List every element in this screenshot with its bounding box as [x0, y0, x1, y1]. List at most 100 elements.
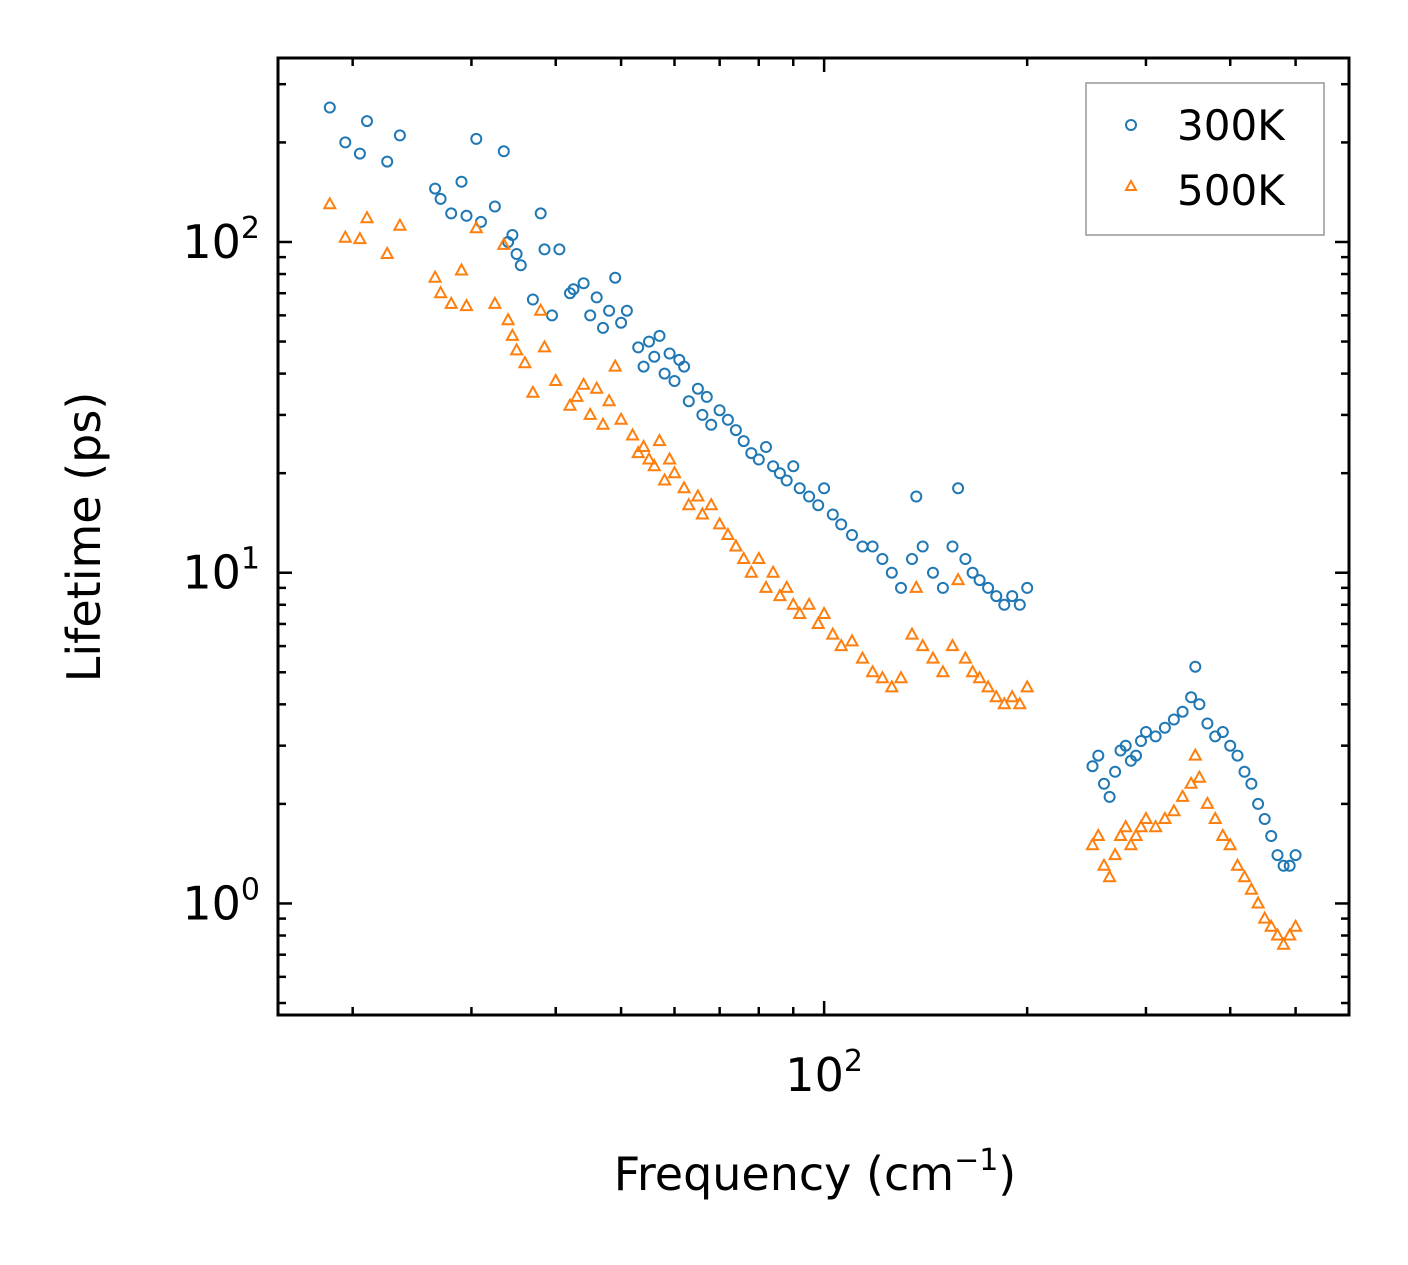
tick-labels: 100 101 102 102 — [182, 211, 863, 1102]
data-point-300k-64 — [826, 508, 839, 521]
data-point-300k-17 — [510, 248, 523, 260]
data-point-500k-23 — [569, 388, 585, 402]
data-point-300k-35 — [637, 360, 650, 373]
data-point-500k-103 — [1208, 810, 1223, 824]
data-point-500k-63 — [855, 650, 870, 664]
data-point-500k-98 — [1175, 788, 1190, 802]
data-point-500k-96 — [1157, 810, 1173, 824]
data-point-300k-69 — [876, 553, 889, 565]
data-point-300k-81 — [973, 574, 986, 587]
data-point-500k-114 — [1282, 927, 1297, 941]
data-point-500k-58 — [811, 615, 826, 629]
data-point-500k-81 — [1005, 689, 1020, 703]
data-point-300k-70 — [885, 566, 898, 579]
data-point-500k-53 — [772, 588, 788, 602]
data-point-500k-69 — [909, 579, 924, 593]
data-point-300k-105 — [1193, 698, 1206, 711]
data-point-300k-31 — [609, 271, 622, 284]
data-point-300k-36 — [643, 335, 655, 348]
data-point-300k-94 — [1119, 739, 1132, 752]
data-point-500k-85 — [1091, 827, 1106, 841]
data-point-300k-111 — [1238, 765, 1251, 778]
data-point-500k-7 — [433, 285, 448, 299]
data-point-300k-27 — [584, 309, 597, 322]
data-point-500k-47 — [728, 538, 744, 552]
data-point-300k-41 — [668, 375, 681, 387]
data-point-300k-44 — [682, 395, 695, 408]
data-point-500k-110 — [1257, 910, 1272, 924]
data-point-500k-37 — [657, 472, 672, 486]
data-point-300k-74 — [916, 540, 929, 553]
data-point-500k-14 — [500, 312, 516, 326]
y-tick-label: 101 — [182, 542, 260, 600]
data-point-500k-0 — [322, 196, 337, 210]
data-point-300k-112 — [1245, 777, 1258, 790]
data-point-500k-49 — [744, 564, 759, 578]
data-point-500k-109 — [1250, 895, 1266, 909]
data-point-500k-39 — [667, 465, 682, 479]
data-point-500k-9 — [454, 262, 469, 276]
data-point-500k-16 — [509, 342, 524, 356]
data-point-500k-66 — [884, 679, 899, 693]
data-point-500k-68 — [904, 626, 920, 640]
data-point-500k-13 — [496, 236, 511, 250]
data-point-500k-40 — [676, 480, 692, 494]
data-point-500k-4 — [380, 245, 395, 259]
data-point-300k-46 — [696, 408, 709, 421]
data-point-300k-33 — [620, 304, 633, 317]
data-point-500k-84 — [1085, 837, 1100, 851]
data-point-300k-50 — [721, 413, 734, 426]
data-point-500k-26 — [589, 380, 604, 394]
data-point-300k-86 — [1013, 598, 1026, 611]
data-point-500k-56 — [792, 605, 807, 619]
data-point-300k-4 — [381, 155, 394, 168]
data-point-300k-1 — [339, 136, 352, 149]
data-point-500k-105 — [1223, 837, 1238, 851]
data-point-500k-83 — [1020, 679, 1035, 693]
data-point-300k-80 — [966, 566, 979, 579]
data-point-300k-57 — [773, 467, 786, 480]
data-point-300k-9 — [455, 175, 468, 188]
data-point-300k-89 — [1092, 749, 1105, 762]
data-point-300k-119 — [1289, 849, 1302, 862]
data-point-300k-88 — [1086, 760, 1099, 773]
data-point-300k-77 — [946, 540, 959, 553]
data-point-500k-28 — [601, 393, 617, 407]
data-point-500k-107 — [1237, 869, 1252, 883]
data-point-300k-25 — [567, 283, 580, 296]
data-point-500k-94 — [1138, 810, 1154, 824]
data-point-500k-52 — [765, 564, 781, 578]
data-point-300k-79 — [959, 553, 972, 565]
data-point-300k-37 — [648, 350, 661, 363]
data-point-500k-88 — [1107, 847, 1123, 861]
data-point-500k-91 — [1123, 837, 1139, 851]
data-point-300k-21 — [538, 243, 551, 256]
data-point-500k-73 — [945, 638, 960, 652]
data-point-300k-48 — [705, 418, 718, 431]
data-point-300k-23 — [553, 243, 566, 256]
data-point-500k-59 — [816, 605, 832, 619]
data-point-300k-49 — [713, 404, 726, 417]
data-point-300k-115 — [1265, 830, 1278, 842]
data-point-500k-41 — [681, 497, 696, 511]
data-point-500k-12 — [487, 295, 503, 309]
data-point-500k-100 — [1188, 747, 1203, 761]
data-point-300k-103 — [1185, 691, 1198, 704]
data-point-500k-15 — [505, 327, 520, 341]
data-point-500k-33 — [636, 438, 651, 452]
data-point-500k-8 — [444, 295, 459, 309]
data-point-300k-82 — [982, 581, 995, 594]
data-point-500k-50 — [751, 550, 766, 564]
data-point-300k-30 — [603, 304, 616, 317]
data-point-500k-77 — [972, 670, 987, 684]
data-point-500k-10 — [459, 298, 474, 312]
data-point-500k-89 — [1113, 827, 1128, 841]
data-point-500k-60 — [825, 626, 840, 640]
data-point-500k-102 — [1200, 795, 1215, 809]
data-point-500k-17 — [517, 355, 533, 369]
data-point-300k-55 — [760, 441, 772, 453]
data-point-300k-102 — [1176, 705, 1189, 718]
data-point-300k-38 — [653, 329, 666, 342]
data-point-300k-113 — [1252, 797, 1265, 810]
